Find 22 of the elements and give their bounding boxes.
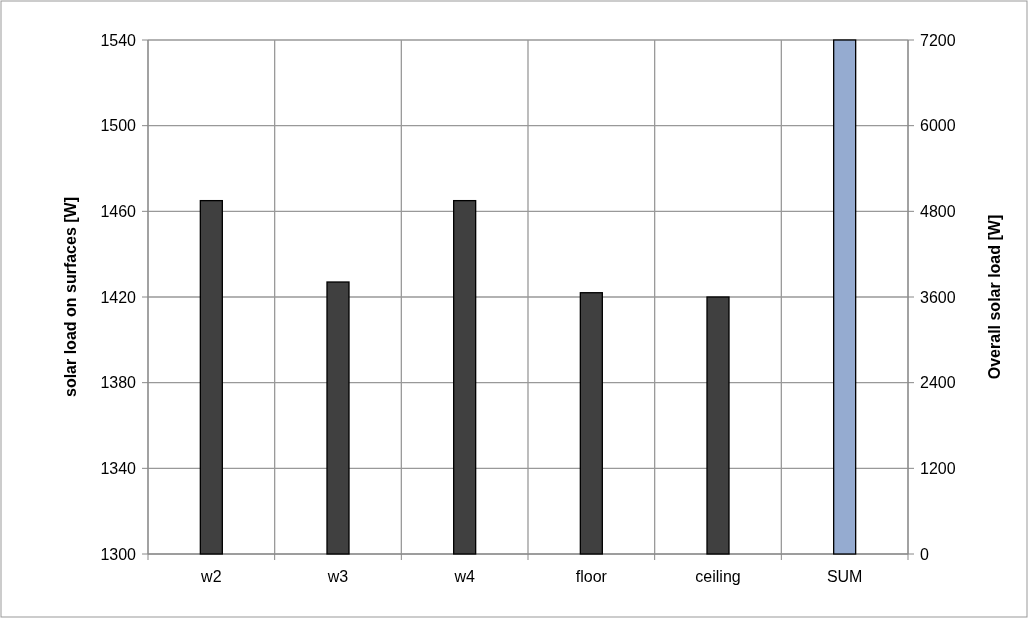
x-tick-label: w2 <box>200 568 222 585</box>
y2-tick-label: 3600 <box>920 288 956 306</box>
y2-tick-label: 4800 <box>920 202 956 220</box>
x-tick-label: w3 <box>326 568 349 585</box>
x-tick-label: w4 <box>453 568 475 585</box>
x-tick-label: ceiling <box>695 568 741 585</box>
y-tick-label: 1500 <box>100 117 137 135</box>
y-tick-label: 1300 <box>100 545 137 563</box>
y-axis-title: solar load on surfaces [W] <box>62 196 79 398</box>
y2-tick-label: 6000 <box>920 117 956 135</box>
y-tick-label: 1420 <box>100 288 137 306</box>
y-tick-label: 1540 <box>100 31 137 49</box>
y-tick-label: 1460 <box>100 202 137 220</box>
y2-tick-label: 2400 <box>920 374 956 392</box>
x-tick-label: SUM <box>826 568 863 585</box>
x-tick-label: floor <box>575 568 608 585</box>
y2-tick-label: 1200 <box>920 459 956 477</box>
y2-axis-title: Overall solar load [W] <box>986 214 1003 380</box>
y-tick-label: 1340 <box>100 459 137 477</box>
y2-tick-label: 0 <box>920 545 929 563</box>
y-tick-label: 1380 <box>100 374 137 392</box>
y2-tick-label: 7200 <box>920 31 956 49</box>
